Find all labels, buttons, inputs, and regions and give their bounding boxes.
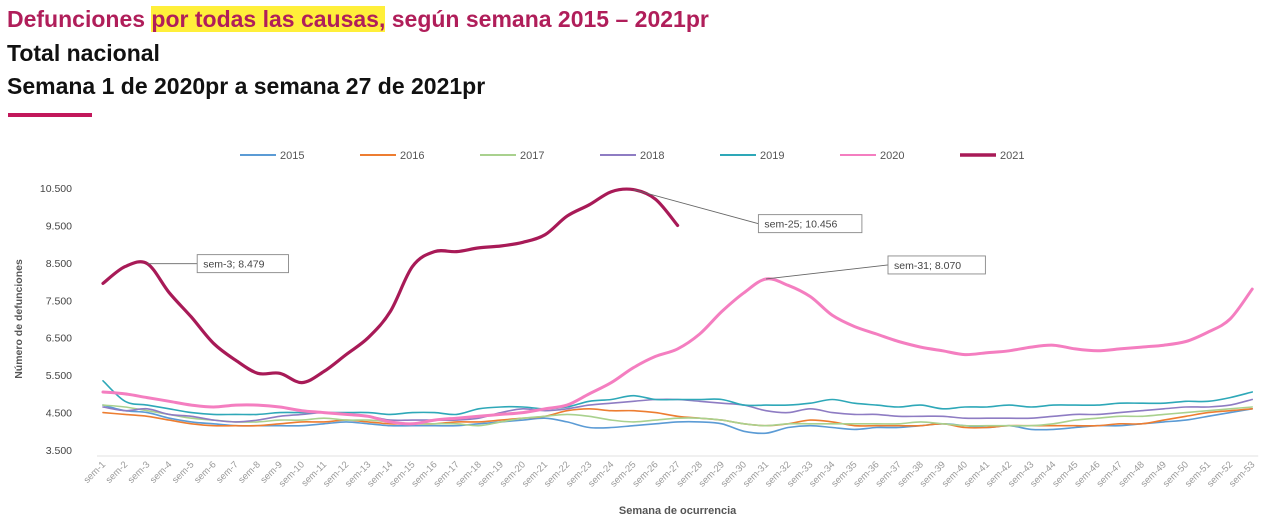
x-tick-label: sem-6: [192, 459, 218, 485]
callout-leader: [765, 264, 889, 280]
callout-label: sem-25; 10.456: [764, 219, 837, 231]
callout-label: sem-31; 8.070: [894, 260, 961, 272]
deaths-line-chart: 2015 2016 2017 2018 2019 2020 2021 3.500 4.500 5.…: [13, 150, 1259, 517]
callout-box: [757, 214, 863, 234]
y-tick-label: 7.500: [46, 295, 72, 307]
x-tick-label: sem-4: [148, 459, 174, 485]
series-line-2015: [102, 404, 1253, 435]
y-tick-label: 4.500: [46, 408, 72, 420]
series-line-2016: [102, 408, 1253, 429]
legend-label-2019: 2019: [760, 150, 784, 162]
x-axis-label: Semana de ocurrencia: [619, 505, 737, 517]
x-tick-label: sem-8: [236, 459, 262, 485]
x-tick-label: sem-1: [82, 459, 108, 485]
y-tick-label: 6.500: [46, 333, 72, 345]
x-tick-label: sem-2: [104, 459, 130, 485]
series-line-2017: [102, 404, 1253, 427]
y-axis-label: Número de defunciones: [13, 259, 25, 379]
title-highlight: por todas las causas,: [151, 6, 386, 32]
x-tick-label: sem-7: [214, 459, 240, 485]
subtitle-period: Semana 1 de 2020pr a semana 27 de 2021pr: [7, 73, 486, 99]
legend-label-2017: 2017: [520, 150, 544, 162]
y-tick-label: 8.500: [46, 258, 72, 270]
legend-label-2021: 2021: [1000, 150, 1024, 162]
series-line-2020: [101, 277, 1254, 426]
callout-box: [887, 255, 986, 275]
subtitle-scope: Total nacional: [7, 40, 160, 66]
page-title: Defunciones por todas las causas, según …: [7, 6, 709, 32]
title-accent-bar: [8, 113, 92, 117]
x-tick-label: sem-5: [170, 459, 196, 485]
series-line-2021: [101, 187, 680, 385]
y-tick-label: 9.500: [46, 220, 72, 232]
y-tick-label: 5.500: [46, 370, 72, 382]
legend-label-2020: 2020: [880, 150, 904, 162]
callout-leader: [633, 189, 759, 225]
callout-label: sem-3; 8.479: [203, 259, 264, 271]
y-tick-label: 3.500: [46, 445, 72, 457]
legend-label-2018: 2018: [640, 150, 664, 162]
callout-box: [196, 254, 289, 274]
legend-label-2015: 2015: [280, 150, 304, 162]
legend-label-2016: 2016: [400, 150, 424, 162]
y-tick-label: 10.500: [40, 183, 72, 195]
x-tick-label: sem-3: [126, 459, 152, 485]
series-line-2019: [102, 380, 1253, 416]
